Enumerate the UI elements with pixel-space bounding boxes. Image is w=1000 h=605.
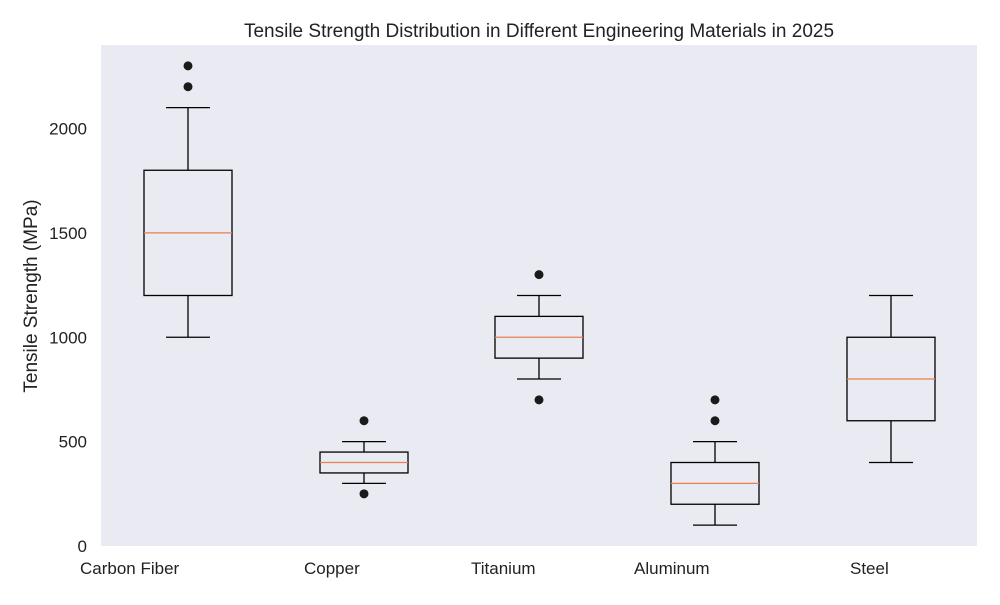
y-tick-label: 2000 (49, 120, 87, 139)
x-ticks-layer: Carbon Fiber Copper Titanium Aluminum Steel (80, 559, 889, 578)
outlier-point (710, 395, 720, 405)
x-tick-label: Copper (304, 559, 360, 578)
x-tick-label: Aluminum (634, 559, 710, 578)
y-tick-label: 500 (59, 433, 87, 452)
y-tick-label: 0 (78, 537, 87, 556)
x-tick-label: Titanium (471, 559, 536, 578)
chart-title: Tensile Strength Distribution in Differe… (244, 21, 834, 42)
outlier-point (534, 395, 544, 405)
box-copper (319, 416, 409, 499)
y-axis-title: Tensile Strength (MPa) (21, 199, 42, 392)
outlier-point (183, 82, 193, 92)
outlier-point (359, 489, 369, 499)
y-tick-label: 1000 (49, 328, 87, 347)
box-carbon-fiber (143, 61, 233, 338)
outlier-point (359, 416, 369, 426)
box-titanium (494, 270, 584, 405)
box-steel (846, 294, 936, 464)
box-aluminum (670, 395, 760, 526)
boxes-layer (143, 61, 936, 526)
outlier-point (710, 416, 720, 426)
x-tick-label: Steel (850, 559, 889, 578)
y-tick-label: 1500 (49, 224, 87, 243)
y-ticks-layer: 0 500 1000 1500 2000 (49, 120, 87, 557)
x-tick-label: Carbon Fiber (80, 559, 180, 578)
outlier-point (534, 270, 544, 280)
outlier-point (183, 61, 193, 71)
